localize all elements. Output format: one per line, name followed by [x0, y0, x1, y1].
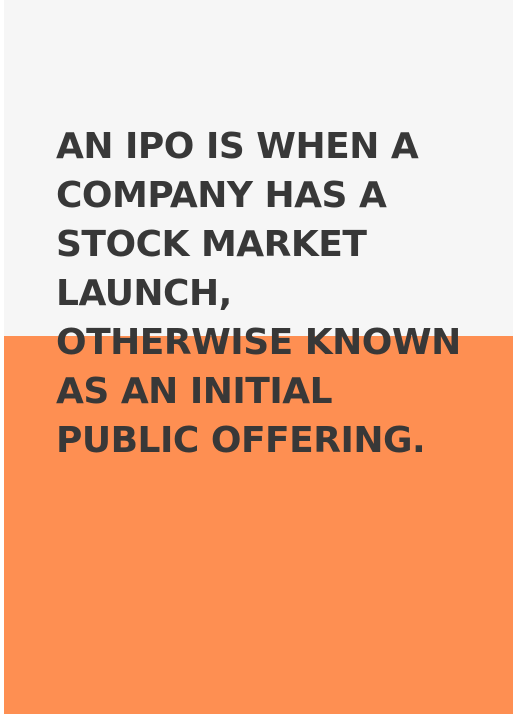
headline-line: PUBLIC OFFERING. [56, 420, 426, 461]
headline-line: AS AN INITIAL [56, 371, 333, 412]
headline-line: COMPANY HAS A [56, 175, 387, 216]
bottom-band [4, 336, 513, 714]
headline-line: LAUNCH, [56, 273, 232, 314]
headline-line: STOCK MARKET [56, 224, 367, 265]
quote-card: AN IPO IS WHEN A COMPANY HAS A STOCK MAR… [4, 0, 513, 714]
top-band [4, 0, 513, 336]
quote-headline: AN IPO IS WHEN A COMPANY HAS A STOCK MAR… [56, 122, 496, 465]
headline-line: OTHERWISE KNOWN [56, 322, 461, 363]
headline-line: AN IPO IS WHEN A [56, 126, 419, 167]
